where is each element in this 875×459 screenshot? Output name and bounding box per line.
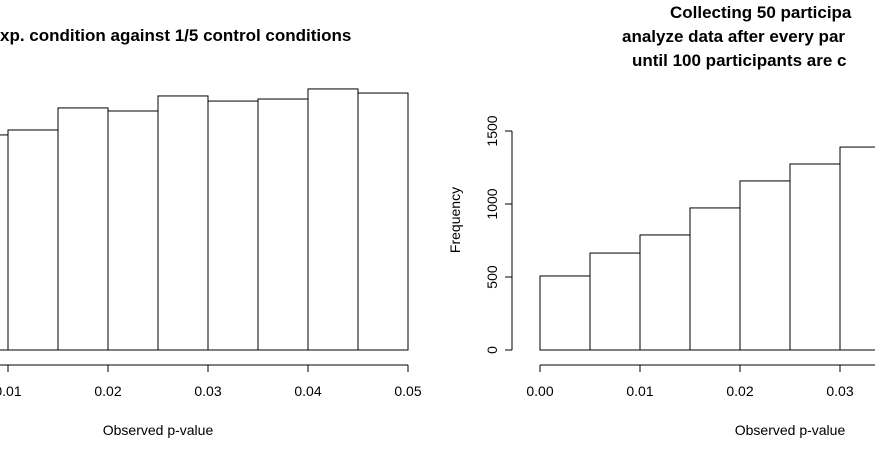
bar (7, 129, 59, 351)
bar (789, 163, 841, 351)
x-tick-label: 0.03 (826, 383, 853, 399)
x-tick-label: 0.01 (626, 383, 653, 399)
bar (839, 146, 875, 351)
x-tick-label: 0.00 (526, 383, 553, 399)
chart-title: analyze data after every par (622, 27, 845, 46)
bar (689, 207, 741, 351)
bar (257, 98, 309, 351)
y-axis-label: Frequency (447, 187, 463, 253)
bar (639, 234, 691, 351)
x-axis-label: Observed p-value (735, 422, 846, 438)
bar (0, 134, 9, 351)
chart-title: until 100 participants are c (632, 51, 846, 70)
bar (589, 252, 641, 351)
x-tick-label: 0.05 (394, 383, 421, 399)
x-tick-label: 0.02 (94, 383, 121, 399)
bar (539, 275, 591, 351)
y-tick-label: 500 (484, 265, 500, 289)
y-tick-label: 0 (484, 346, 500, 354)
x-axis-label: Observed p-value (103, 422, 214, 438)
bar (107, 110, 159, 351)
bar (357, 92, 409, 351)
bar (207, 100, 259, 351)
bar (157, 95, 209, 351)
x-tick-label: 0.04 (294, 383, 321, 399)
y-tick-label: 1000 (484, 188, 500, 219)
bar (307, 88, 359, 351)
y-tick-label: 1500 (484, 115, 500, 146)
x-tick-label: 0.02 (726, 383, 753, 399)
chart-title: Collecting 50 participa (670, 3, 852, 22)
bar (739, 180, 791, 351)
bar (57, 107, 109, 351)
x-tick-label: 0.01 (0, 383, 22, 399)
x-tick-label: 0.03 (194, 383, 221, 399)
chart-title: xp. condition against 1/5 control condit… (0, 26, 351, 45)
